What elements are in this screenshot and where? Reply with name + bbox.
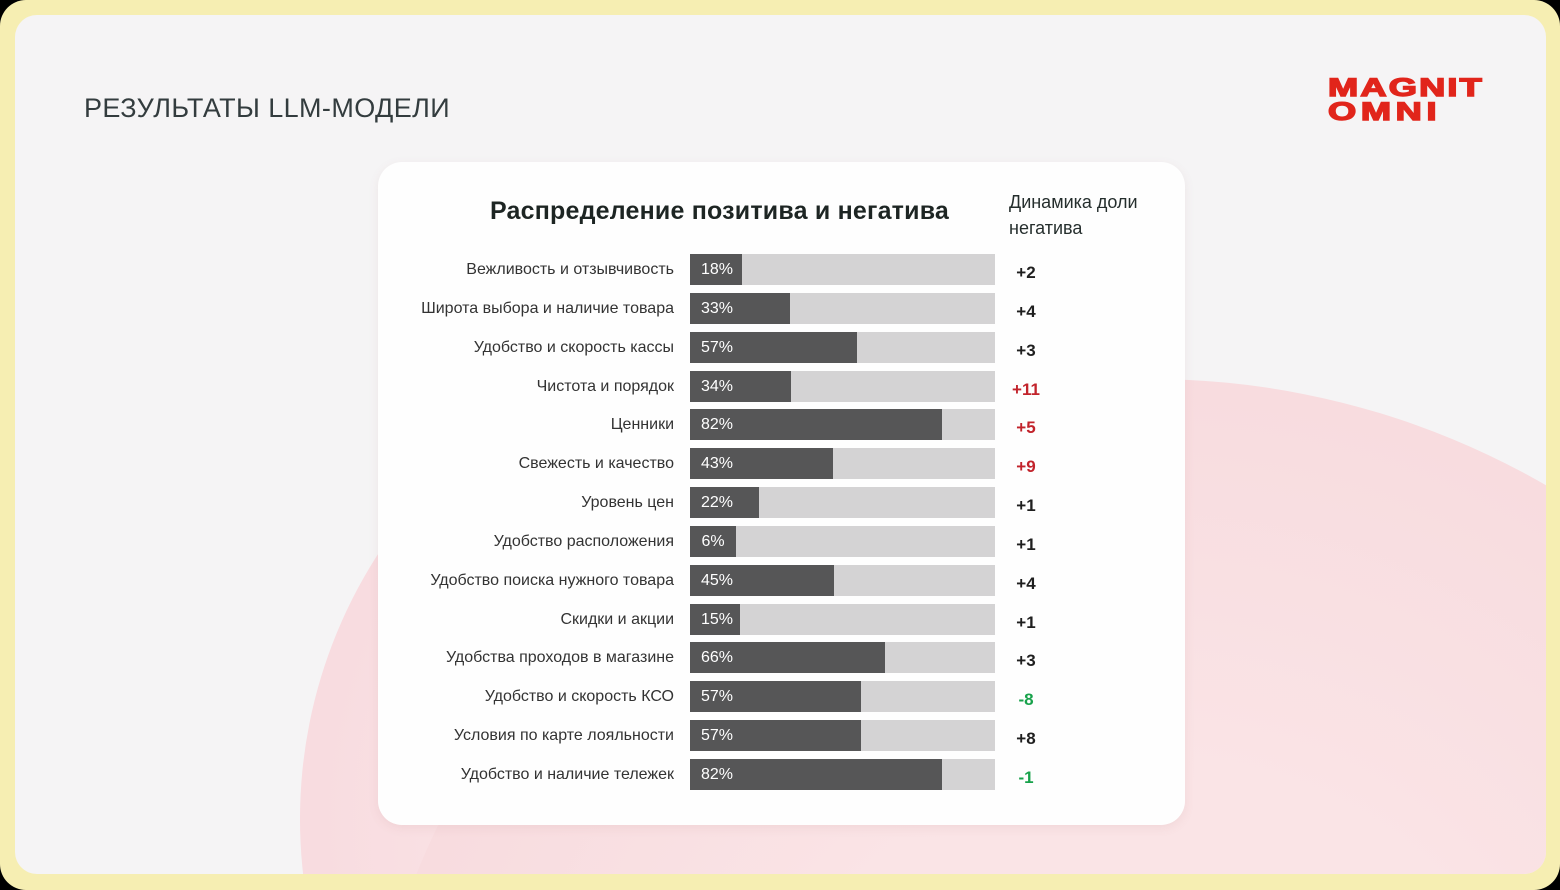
svg-text:OMNI: OMNI [1328,98,1441,126]
svg-text:MAGNIT: MAGNIT [1328,75,1484,102]
